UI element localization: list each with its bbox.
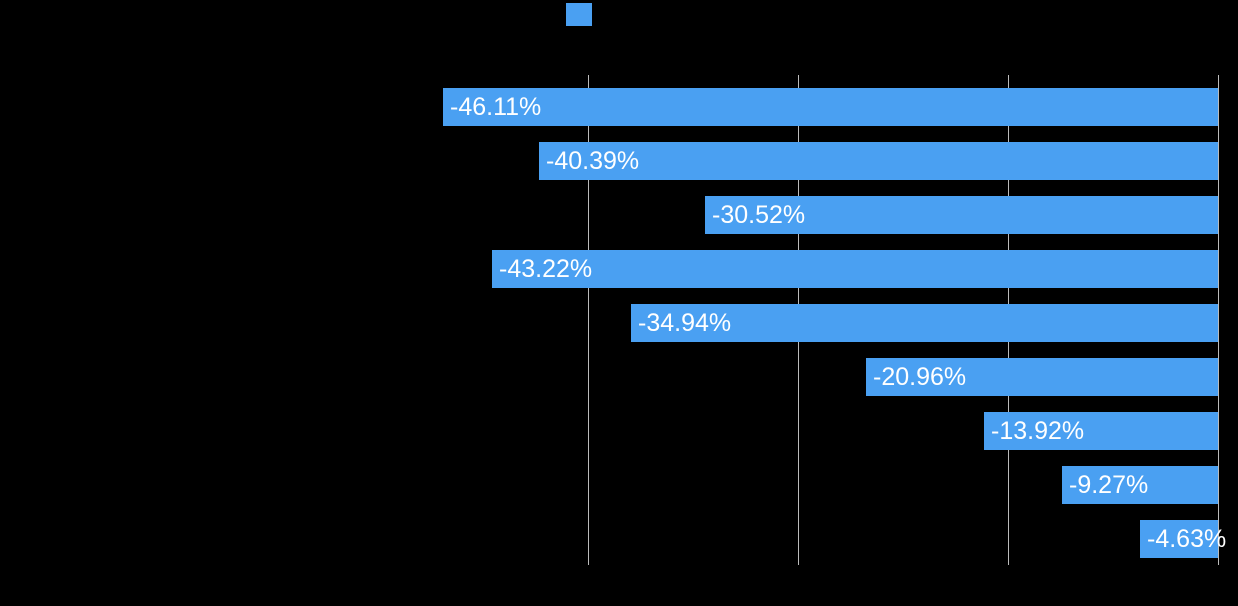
bar: -46.11% — [443, 88, 1218, 126]
bar: -40.39% — [539, 142, 1218, 180]
bar-value-label: -20.96% — [873, 363, 967, 391]
bar-value-label: -46.11% — [450, 93, 542, 121]
legend-swatch[interactable] — [566, 3, 592, 26]
bar-value-label: -30.52% — [712, 201, 806, 229]
gridline — [588, 75, 589, 565]
bar-value-label: -43.22% — [499, 255, 593, 283]
bar: -20.96% — [866, 358, 1218, 396]
gridline — [1218, 75, 1219, 565]
bar: -30.52% — [705, 196, 1218, 234]
bar: -34.94% — [631, 304, 1218, 342]
bar: -13.92% — [984, 412, 1218, 450]
bar: -43.22% — [492, 250, 1218, 288]
bar: -9.27% — [1062, 466, 1218, 504]
bar: -4.63% — [1140, 520, 1226, 558]
bar-value-label: -40.39% — [546, 147, 640, 175]
bar-value-label: -9.27% — [1069, 471, 1149, 499]
bar-value-label: -13.92% — [991, 417, 1085, 445]
bar-value-label: -4.63% — [1147, 525, 1227, 553]
bar-value-label: -34.94% — [638, 309, 732, 337]
